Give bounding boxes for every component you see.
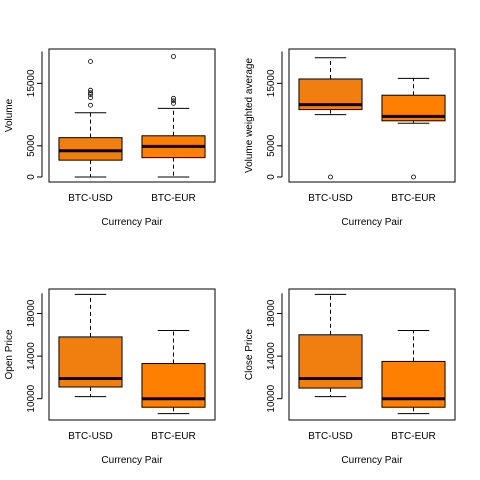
outlier-point <box>171 98 176 104</box>
box-btc-eur <box>141 330 206 415</box>
box-iqr <box>381 360 446 408</box>
y-tick-label: 5000 <box>266 134 277 157</box>
y-tick-label: 10000 <box>266 384 277 412</box>
x-tick-label: BTC-EUR <box>391 193 435 204</box>
box-iqr <box>58 137 123 161</box>
y-tick-label: 15000 <box>26 69 37 97</box>
x-axis-title: Currency Pair <box>101 455 163 466</box>
outlier-point <box>88 59 93 64</box>
x-axis-title: Currency Pair <box>341 455 403 466</box>
x-tick-label: BTC-USD <box>68 431 112 442</box>
box-btc-usd <box>58 59 123 178</box>
plot-frame <box>48 288 216 421</box>
outlier-point <box>328 174 333 180</box>
x-tick-label: BTC-USD <box>308 193 352 204</box>
outlier-point <box>88 90 93 96</box>
plot-frame <box>288 288 456 421</box>
y-axis-title: Volume weighted average <box>244 58 255 174</box>
plot-frame <box>48 48 216 183</box>
box-btc-usd <box>58 293 123 398</box>
x-axis-title: Currency Pair <box>101 217 163 228</box>
outlier-point <box>171 54 176 59</box>
y-axis-title: Volume <box>4 98 15 132</box>
outlier-point <box>88 95 93 101</box>
box-btc-usd <box>298 57 363 180</box>
outlier-point <box>411 174 416 180</box>
boxplot-panel-4: 10000 14000 18000 Close Price BTC-USD BTC-EUR… <box>244 288 456 466</box>
x-tick-label: BTC-EUR <box>151 193 195 204</box>
y-tick-label: 15000 <box>266 69 277 97</box>
outlier-point <box>88 87 93 93</box>
box-btc-eur <box>381 77 446 180</box>
y-tick-label: 14000 <box>26 342 37 370</box>
y-tick-label: 10000 <box>26 384 37 412</box>
boxplot-panel-2: 0 5000 15000 Volume weighted average BTC-USD… <box>244 48 456 228</box>
y-tick-label: 18000 <box>266 299 277 327</box>
boxplot-panel-1: 0 5000 15000 Volume BTC-USD BTC-EUR Currency P… <box>4 48 216 228</box>
outlier-point <box>88 102 93 108</box>
outlier-point <box>171 100 176 106</box>
box-iqr <box>298 334 363 389</box>
box-btc-eur <box>381 330 446 415</box>
y-tick-label: 0 <box>26 174 37 180</box>
y-tick-label: 14000 <box>266 342 277 370</box>
y-tick-label: 0 <box>266 174 277 180</box>
x-tick-label: BTC-EUR <box>391 431 435 442</box>
x-tick-label: BTC-USD <box>68 193 112 204</box>
box-iqr <box>141 363 206 408</box>
y-tick-label: 5000 <box>26 134 37 157</box>
box-btc-eur <box>141 54 206 178</box>
y-axis-title: Open Price <box>4 329 15 379</box>
x-tick-label: BTC-USD <box>308 431 352 442</box>
y-tick-label: 18000 <box>26 299 37 327</box>
boxplot-panel-3: 10000 14000 18000 Open Price BTC-USD BTC-EUR C… <box>4 288 216 466</box>
y-axis-title: Close Price <box>244 329 255 381</box>
plot-frame <box>288 48 456 183</box>
box-btc-usd <box>298 293 363 398</box>
x-axis-title: Currency Pair <box>341 217 403 228</box>
x-tick-label: BTC-EUR <box>151 431 195 442</box>
outlier-point <box>171 95 176 101</box>
